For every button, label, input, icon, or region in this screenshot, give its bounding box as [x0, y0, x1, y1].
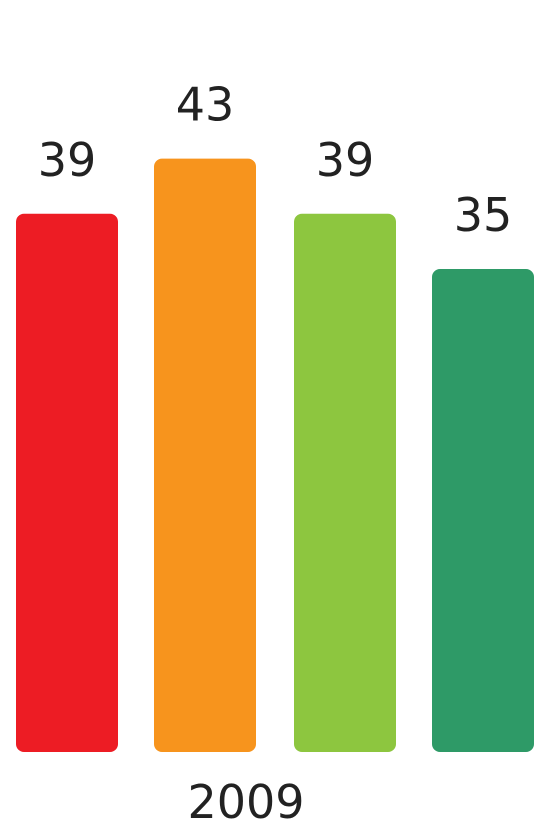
bar-4 [432, 269, 534, 752]
value-label-1: 39 [38, 133, 97, 187]
bar-2 [154, 158, 256, 753]
value-label-3: 39 [316, 133, 375, 187]
value-labels-group: 39 43 39 35 [38, 78, 513, 242]
bar-3 [294, 213, 396, 753]
bar-1 [16, 213, 118, 753]
category-label-2009: 2009 [187, 775, 304, 829]
bars-group [16, 158, 534, 753]
value-label-2: 43 [176, 78, 235, 132]
value-label-4: 35 [454, 188, 513, 242]
